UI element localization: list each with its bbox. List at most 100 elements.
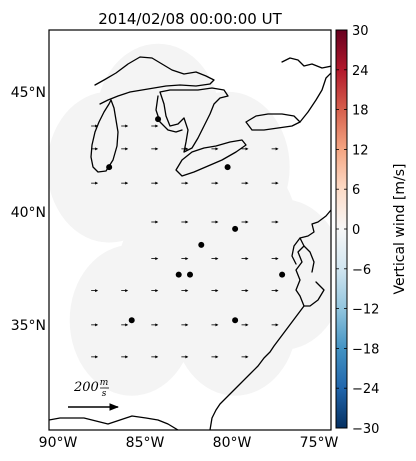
wind-vector xyxy=(91,289,99,293)
wind-vector xyxy=(241,220,249,224)
colorbar-tick-label: 0 xyxy=(352,223,360,238)
wind-vector-head xyxy=(185,355,189,359)
wind-vector xyxy=(241,257,249,261)
wind-vector-head xyxy=(275,289,279,293)
wind-vector xyxy=(211,220,219,224)
wind-vector-head xyxy=(275,147,279,151)
wind-vector-head xyxy=(275,323,279,327)
map-title: 2014/02/08 00:00:00 UT xyxy=(98,10,282,28)
x-axis-ticks: 90°W 85°W 80°W 75°W xyxy=(39,435,339,451)
wind-vector-head xyxy=(155,124,159,128)
colorbar-tick-label: 12 xyxy=(352,143,369,158)
cape-hatteras xyxy=(303,281,325,307)
lake-erie-outline xyxy=(175,139,247,177)
wind-vector xyxy=(211,147,219,151)
wind-vector-head xyxy=(125,124,129,128)
wind-vector-head xyxy=(155,147,159,151)
wind-vector xyxy=(181,289,189,293)
upper-peninsula-coast xyxy=(94,56,215,105)
wind-vector-head xyxy=(185,147,189,151)
michigan-thumb xyxy=(155,95,183,133)
wind-vector-head xyxy=(245,289,249,293)
wind-vector xyxy=(241,147,249,151)
wind-vector-head xyxy=(275,220,279,224)
wind-vector xyxy=(91,124,99,128)
wind-vector-head xyxy=(215,289,219,293)
colorbar-ticks: 30 24 18 12 6 0 −6 −12 −18 −24 −30 xyxy=(336,24,379,437)
y-tick-label: 35°N xyxy=(11,318,46,334)
wind-vector-head xyxy=(95,181,99,185)
wind-vector xyxy=(121,181,129,185)
wind-vector-head xyxy=(275,257,279,261)
lake-michigan-outline xyxy=(90,99,119,173)
reference-vector-unit-num: m xyxy=(100,378,109,388)
colorbar-tick-label: 24 xyxy=(352,64,369,79)
wind-vector-head xyxy=(215,355,219,359)
reference-vector-value: 200 xyxy=(73,380,99,395)
wind-vector xyxy=(241,323,249,327)
wind-vector xyxy=(121,124,129,128)
wind-vector-field xyxy=(91,124,279,359)
wind-vector-head xyxy=(95,355,99,359)
wind-vector-head xyxy=(245,355,249,359)
wind-vector xyxy=(121,355,129,359)
colorbar-tick-label: 18 xyxy=(352,104,369,119)
wind-vector xyxy=(91,355,99,359)
wind-vector-head xyxy=(155,355,159,359)
wind-vector-head xyxy=(275,181,279,185)
wind-vector xyxy=(271,220,279,224)
wind-vector xyxy=(151,181,159,185)
wind-vector-head xyxy=(215,220,219,224)
wind-vector xyxy=(271,289,279,293)
station-marker xyxy=(198,241,205,248)
y-tick-label: 45°N xyxy=(11,85,46,101)
chesapeake-bay xyxy=(291,237,315,273)
wind-vector-head xyxy=(125,355,129,359)
wind-vector xyxy=(121,289,129,293)
wind-vector xyxy=(271,181,279,185)
colorbar-tick-label: −12 xyxy=(352,303,379,318)
colorbar-label: Vertical wind [m/s] xyxy=(392,164,408,295)
wind-vector-head xyxy=(95,323,99,327)
wind-vector-head xyxy=(185,220,189,224)
y-tick-label: 40°N xyxy=(11,205,46,221)
station-marker xyxy=(106,164,113,171)
wind-vector xyxy=(271,147,279,151)
station-marker xyxy=(232,317,239,324)
wind-vector xyxy=(211,181,219,185)
wind-vector-head xyxy=(155,220,159,224)
station-marker xyxy=(187,271,193,278)
wind-vector-head xyxy=(215,147,219,151)
wind-vector-head xyxy=(245,147,249,151)
wind-vector xyxy=(181,355,189,359)
station-marker xyxy=(279,271,286,278)
reference-vector-unit-den: s xyxy=(102,389,107,399)
wind-vector xyxy=(151,257,159,261)
wind-vector xyxy=(271,323,279,327)
colorbar-tick-label: −18 xyxy=(352,342,379,357)
wind-vector xyxy=(151,323,159,327)
colorbar-tick-label: 6 xyxy=(352,183,360,198)
wind-vector-head xyxy=(215,323,219,327)
x-tick-label: 90°W xyxy=(39,435,78,451)
wind-vector-head xyxy=(185,289,189,293)
wind-vector xyxy=(211,289,219,293)
colorbar: 30 24 18 12 6 0 −6 −12 −18 −24 −30 Vertical wind [… xyxy=(335,24,408,437)
new-england-coast xyxy=(281,57,331,69)
reference-vector: 200 m s xyxy=(68,378,119,411)
wind-vector xyxy=(121,323,129,327)
wind-vector-head xyxy=(245,181,249,185)
wind-vector xyxy=(91,181,99,185)
station-marker xyxy=(224,164,231,171)
wind-vector xyxy=(181,323,189,327)
wind-vector xyxy=(151,147,159,151)
wind-vector xyxy=(151,220,159,224)
station-marker xyxy=(175,271,182,278)
wind-vector-head xyxy=(245,257,249,261)
wind-vector xyxy=(211,257,219,261)
coastlines xyxy=(49,56,331,430)
gulf-coast xyxy=(49,415,179,430)
x-tick-label: 85°W xyxy=(126,435,165,451)
wind-vector xyxy=(211,355,219,359)
wind-vector xyxy=(91,323,99,327)
